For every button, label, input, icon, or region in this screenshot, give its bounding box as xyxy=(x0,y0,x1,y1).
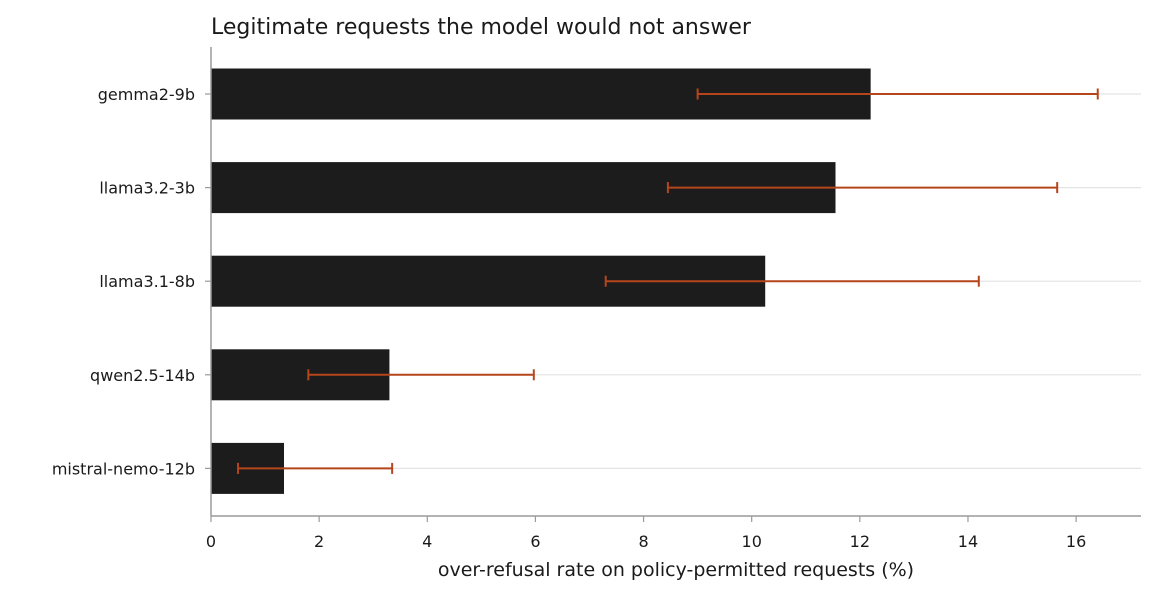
chart-title: Legitimate requests the model would not … xyxy=(211,15,752,40)
x-tick-labels: 0 2 4 6 8 10 12 14 16 xyxy=(206,532,1086,551)
y-tick-label: gemma2-9b xyxy=(98,85,195,104)
y-tick-label: llama3.2-3b xyxy=(99,179,195,198)
x-tick-label: 8 xyxy=(638,532,648,551)
x-tick-label: 0 xyxy=(206,532,216,551)
x-tick-label: 10 xyxy=(742,532,762,551)
x-tick-label: 2 xyxy=(314,532,324,551)
x-tick-label: 6 xyxy=(530,532,540,551)
x-tick-label: 16 xyxy=(1066,532,1086,551)
y-tick-label: llama3.1-8b xyxy=(99,272,195,291)
y-tick-label: qwen2.5-14b xyxy=(90,366,195,385)
x-tick-label: 12 xyxy=(850,532,870,551)
y-tick-labels: gemma2-9b llama3.2-3b llama3.1-8b qwen2.5-1… xyxy=(52,85,195,478)
x-tick-label: 14 xyxy=(958,532,978,551)
error-bars xyxy=(237,88,1099,474)
y-tick-label: mistral-nemo-12b xyxy=(52,459,195,478)
error-bar-llama3.2-3b xyxy=(666,182,1059,194)
error-bar-mistral-nemo-12b xyxy=(237,462,394,474)
x-axis-label: over-refusal rate on policy-permitted re… xyxy=(438,559,914,581)
axes xyxy=(205,47,1141,522)
error-bar-qwen2.5-14b xyxy=(307,369,535,381)
error-bar-gemma2-9b xyxy=(696,88,1099,100)
error-bar-llama3.1-8b xyxy=(604,275,980,287)
x-tick-label: 4 xyxy=(422,532,432,551)
